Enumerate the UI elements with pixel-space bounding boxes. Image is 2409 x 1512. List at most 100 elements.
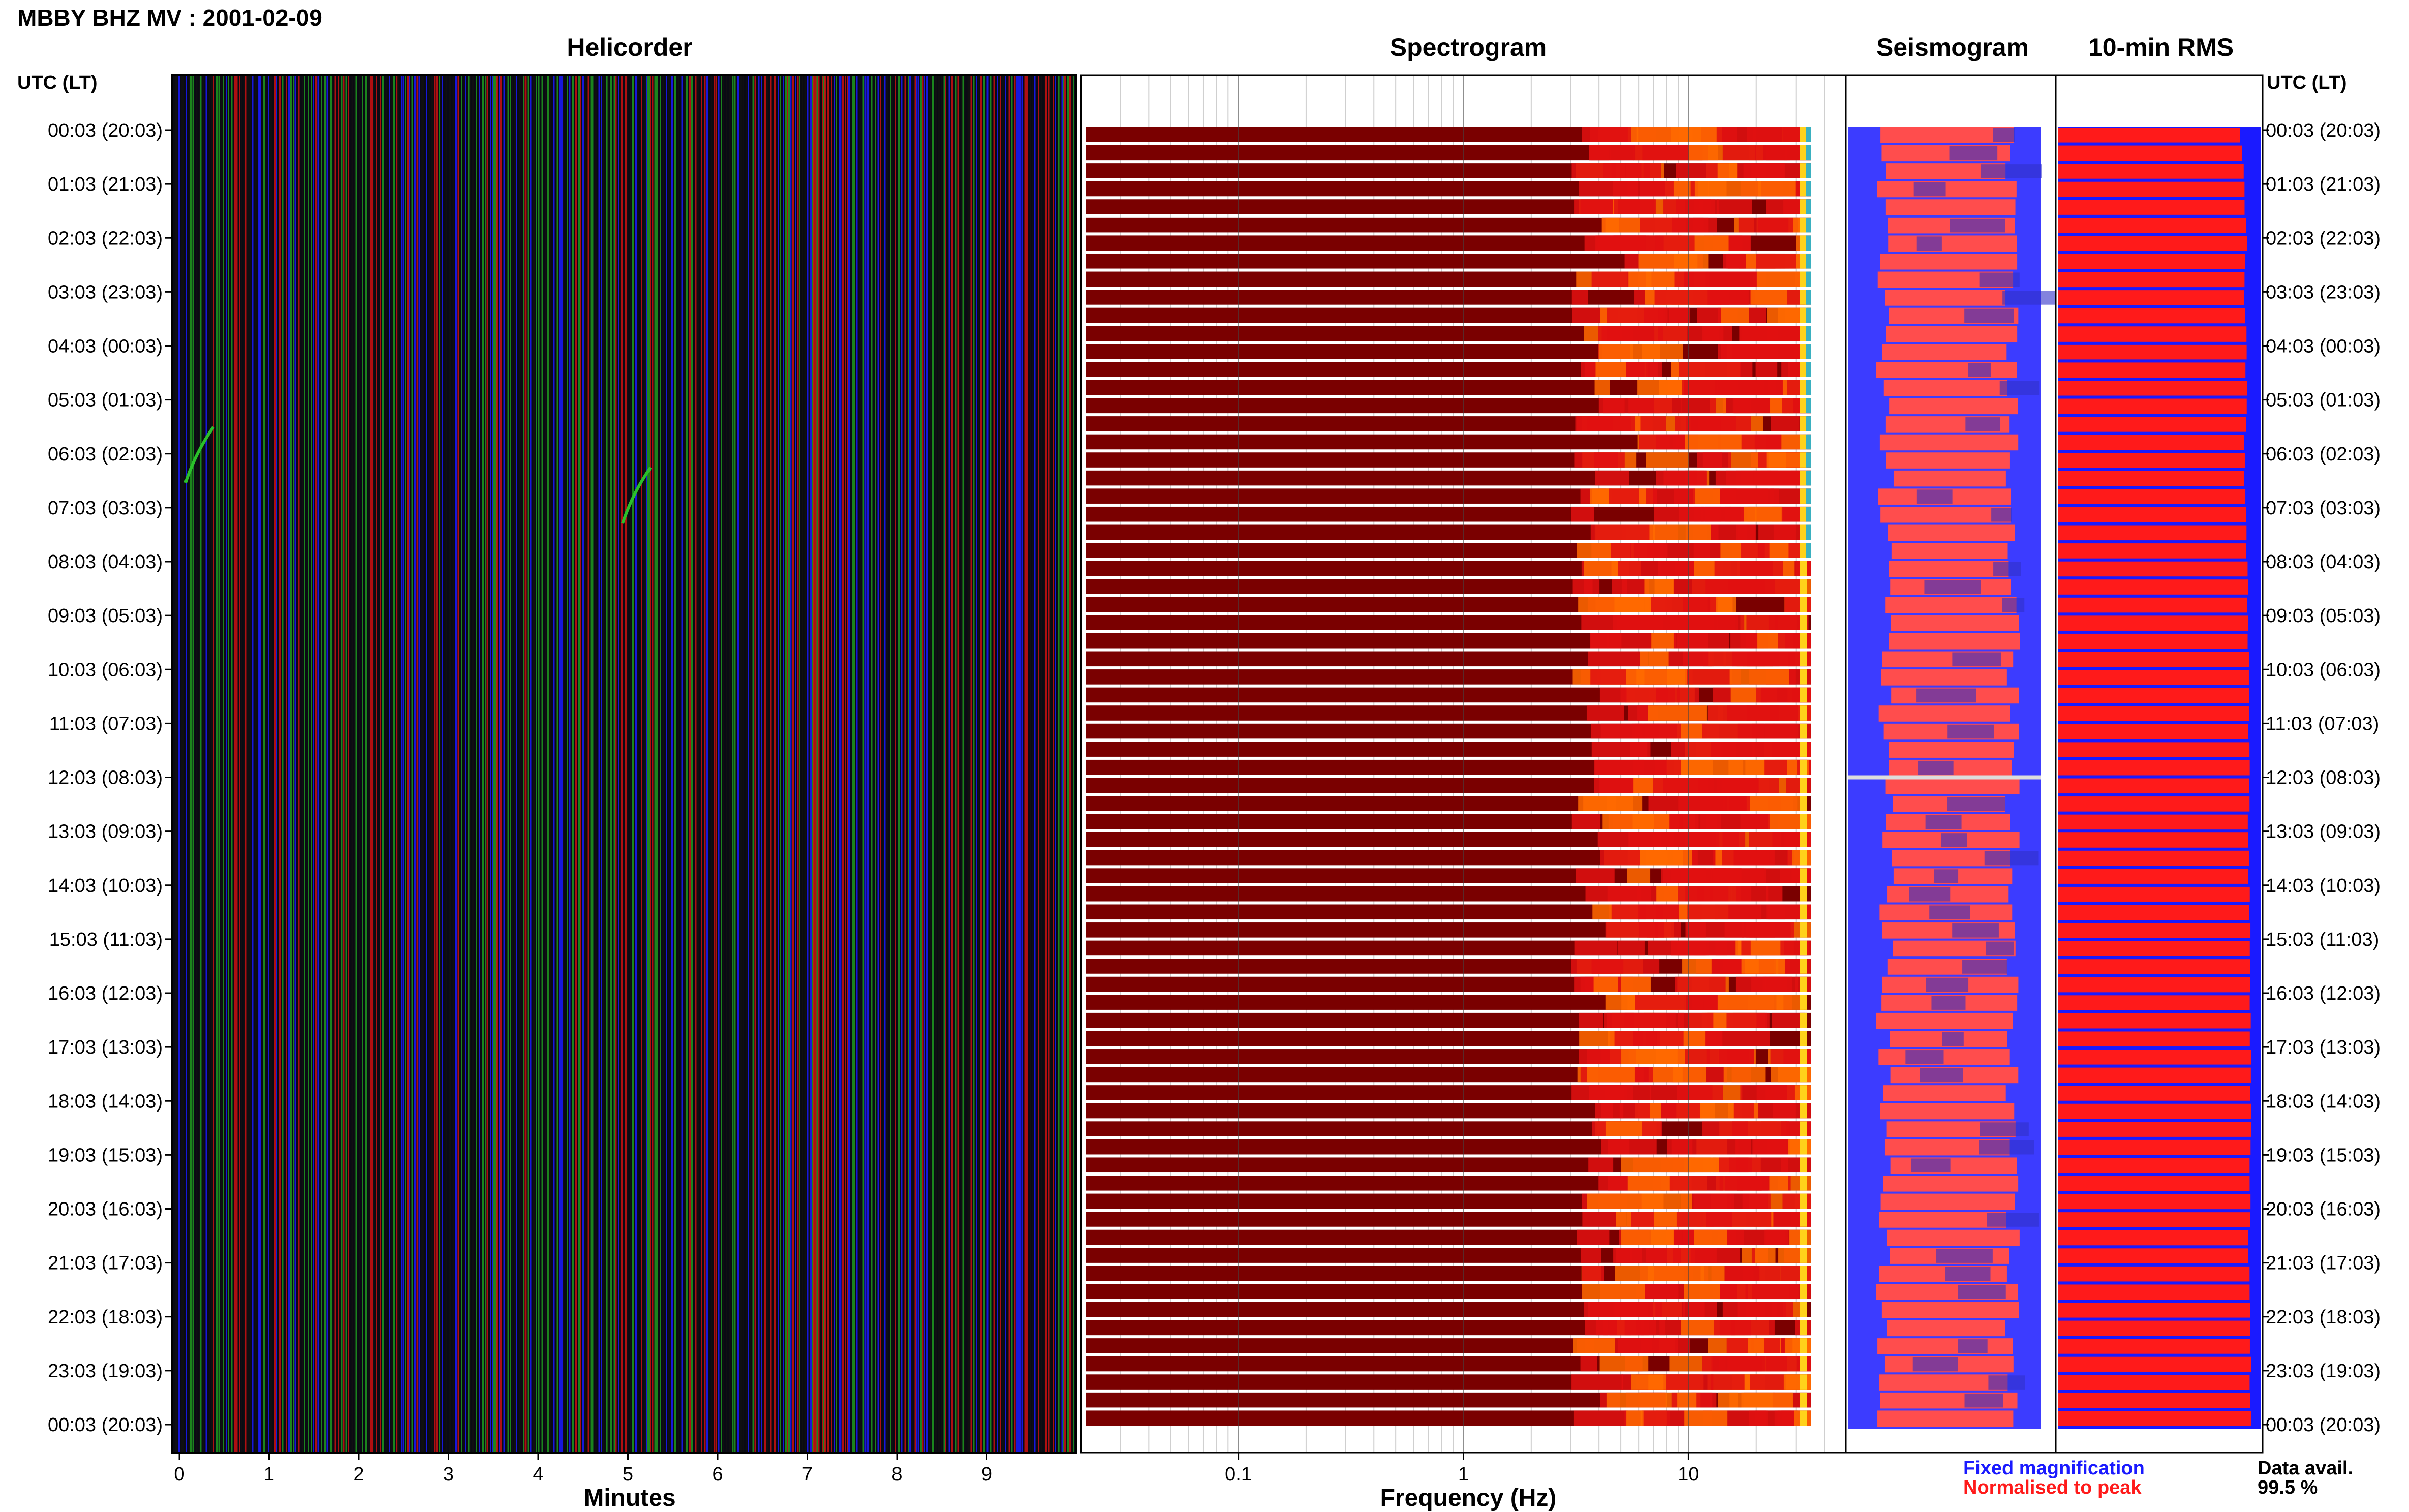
spectrogram-energy xyxy=(1765,886,1783,902)
time-label-right: 19:03 (15:03) xyxy=(2266,1145,2381,1166)
spectrogram-energy xyxy=(1580,1248,1601,1263)
seismogram-normalised-trace xyxy=(1891,615,2019,631)
spectrogram-energy xyxy=(1621,1229,1674,1245)
time-label-left: 08:03 (04:03) xyxy=(48,551,163,573)
helicorder-title: Helicorder xyxy=(567,33,693,61)
spectrogram-energy xyxy=(1667,1139,1739,1155)
rms-fixed-magnification xyxy=(2058,127,2261,1429)
spectrogram-energy xyxy=(1787,850,1811,866)
spectrogram-energy xyxy=(1772,1012,1805,1028)
spectrogram-energy xyxy=(1574,452,1618,468)
spectrogram-energy xyxy=(1617,940,1645,956)
time-label-right: 02:03 (22:03) xyxy=(2266,228,2381,249)
seismogram-detail xyxy=(1987,1213,2039,1227)
spectrogram-high-band xyxy=(1800,615,1807,630)
time-label-right: 21:03 (17:03) xyxy=(2266,1253,2381,1274)
rms-bar xyxy=(2058,1303,2250,1318)
spectrogram-high-band xyxy=(1800,995,1807,1010)
seismogram-detail xyxy=(1947,797,2005,811)
spectrogram-energy xyxy=(1733,1103,1754,1119)
rms-bar xyxy=(2058,254,2245,269)
spectrogram-high-band xyxy=(1800,1338,1807,1353)
time-label-right: 16:03 (12:03) xyxy=(2266,983,2381,1004)
spectrogram-energy xyxy=(1784,597,1811,612)
legend-normalised-to-peak: Normalised to peak xyxy=(1963,1477,2142,1498)
spectrogram-energy xyxy=(1663,470,1707,486)
seismogram-detail xyxy=(1911,1158,1951,1173)
seismogram-normalised-trace xyxy=(1889,633,2020,650)
seismogram-detail xyxy=(1931,996,1966,1010)
spectrogram-cyan-band xyxy=(1806,398,1811,414)
spectrogram-energy xyxy=(1589,145,1611,161)
spectrogram-energy xyxy=(1677,1392,1697,1408)
spectrogram-energy xyxy=(1703,326,1719,341)
spectrogram-energy xyxy=(1593,976,1618,992)
spectrogram-energy xyxy=(1765,1085,1795,1100)
time-label-left: 11:03 (07:03) xyxy=(49,713,163,734)
spectrogram-high-band xyxy=(1800,723,1807,739)
spectrogram-row xyxy=(1086,687,1811,703)
spectrogram-energy xyxy=(1655,759,1681,775)
time-label-left: 13:03 (09:03) xyxy=(48,821,163,843)
rms-bar xyxy=(2058,760,2250,776)
seismogram-detail xyxy=(1925,815,1962,829)
spectrogram-energy xyxy=(1676,687,1699,703)
time-label-right: 20:03 (16:03) xyxy=(2266,1199,2381,1220)
data-availability-label: Data avail. xyxy=(2258,1458,2353,1479)
time-label-left: 05:03 (01:03) xyxy=(48,390,163,411)
seismogram-detail xyxy=(1993,128,2015,142)
time-label-right: 10:03 (06:03) xyxy=(2266,659,2381,681)
spectrogram-cyan-band xyxy=(1806,434,1811,450)
helicorder-panel xyxy=(165,74,1077,1460)
seismogram-detail xyxy=(1941,833,1967,847)
spectrogram-cyan-band xyxy=(1806,416,1811,431)
spectrogram-row xyxy=(1086,1121,1811,1136)
spectrogram-energy xyxy=(1771,416,1800,431)
rms-bar xyxy=(2058,398,2247,414)
spectrogram-energy xyxy=(1690,1248,1717,1263)
spectrogram-energy xyxy=(1587,1049,1622,1064)
data-availability-value: 99.5 % xyxy=(2258,1477,2318,1498)
spectrogram-high-band xyxy=(1800,1157,1807,1173)
seismogram-detail xyxy=(1980,164,2042,178)
frequency-axis-title: Frequency (Hz) xyxy=(1380,1485,1557,1511)
time-label-left: 16:03 (12:03) xyxy=(48,983,163,1004)
spectrogram-energy xyxy=(1614,1031,1684,1046)
rms-bar xyxy=(2058,145,2242,161)
time-label-right: 05:03 (01:03) xyxy=(2266,390,2381,411)
time-label-right: 00:03 (20:03) xyxy=(2266,120,2381,141)
rms-bar xyxy=(2058,1266,2250,1282)
spectrogram-energy xyxy=(1746,796,1806,811)
spectrogram-energy xyxy=(1572,579,1593,594)
spectrogram-high-band xyxy=(1800,1374,1807,1390)
spectrogram-energy xyxy=(1742,1193,1768,1209)
frequency-tick-label: 10 xyxy=(1678,1464,1699,1485)
spectrogram-energy xyxy=(1646,1248,1681,1263)
spectrogram-energy xyxy=(1651,633,1674,649)
spectrogram-energy xyxy=(1767,307,1800,323)
spectrogram-energy xyxy=(1612,579,1627,594)
spectrogram-energy xyxy=(1772,1302,1793,1317)
spectrogram-high-band xyxy=(1800,1248,1807,1263)
seismogram-panel xyxy=(1845,74,2057,1454)
time-label-right: 17:03 (13:03) xyxy=(2266,1037,2381,1058)
spectrogram-energy xyxy=(1648,1067,1683,1083)
rms-bar xyxy=(2058,181,2245,197)
seismogram-detail xyxy=(1947,724,1994,739)
seismogram-detail xyxy=(1913,182,1946,197)
time-label-left: 17:03 (13:03) xyxy=(48,1037,163,1058)
seismogram-detail xyxy=(1979,272,2020,287)
spectrogram-energy xyxy=(1571,1374,1623,1390)
rms-bar xyxy=(2058,128,2240,143)
minutes-tick-label: 0 xyxy=(174,1464,184,1485)
spectrogram-energy xyxy=(1627,868,1651,883)
spectrogram-high-band xyxy=(1800,1392,1807,1408)
spectrogram-energy xyxy=(1571,163,1616,178)
rms-bar xyxy=(2058,1194,2251,1210)
time-label-left: 09:03 (05:03) xyxy=(48,605,163,627)
time-label-left: 03:03 (23:03) xyxy=(48,282,163,303)
spectrogram-energy xyxy=(1651,597,1716,612)
helicorder-background xyxy=(172,75,1076,1453)
time-label-right: 01:03 (21:03) xyxy=(2266,174,2381,195)
helicorder-frame xyxy=(171,74,1077,1454)
